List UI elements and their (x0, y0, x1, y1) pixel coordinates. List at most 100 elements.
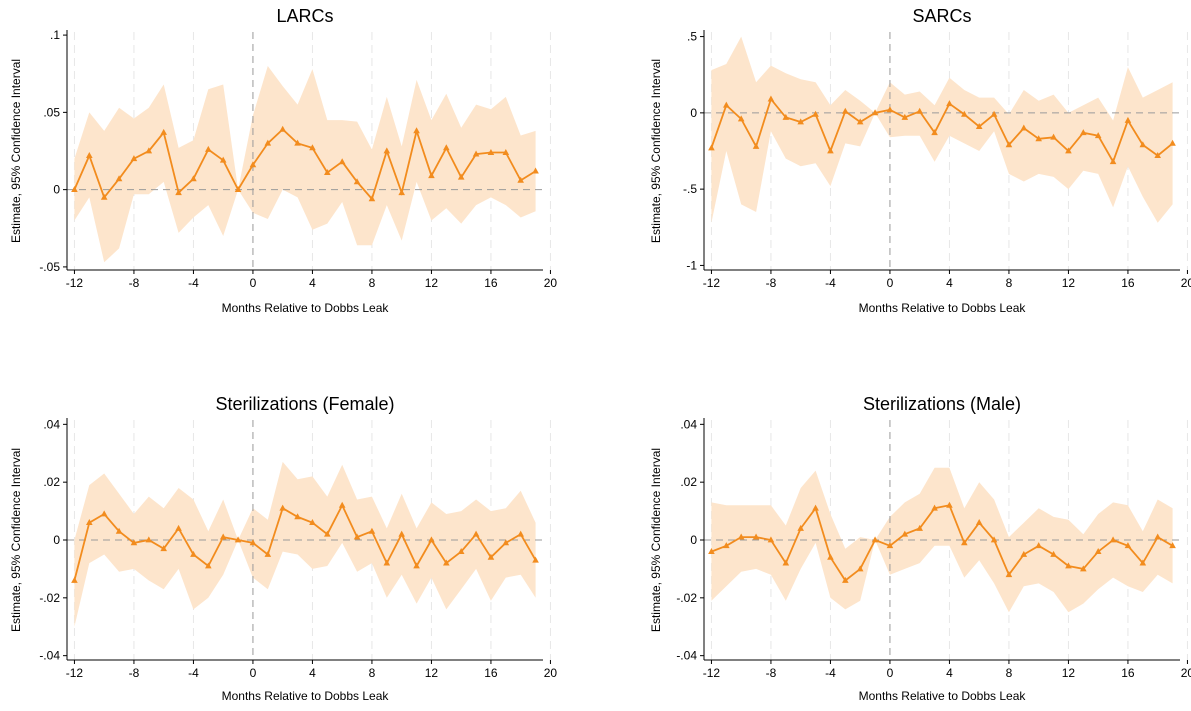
x-tick-label: -4 (188, 276, 199, 290)
data-point (517, 176, 524, 183)
data-point (1109, 536, 1117, 543)
x-tick-label: 12 (425, 666, 439, 680)
x-tick-label: -4 (825, 666, 836, 680)
y-tick-label: -1 (686, 258, 697, 272)
chart-title: SARCs (912, 6, 971, 26)
data-point (1080, 565, 1087, 572)
chart-panel-3: -12 -8 -4 0 4 8 12 16 20 -.04 -.02 0 .02 .04 Steriliza… (9, 394, 557, 703)
y-tick-label: -.5 (683, 182, 697, 196)
y-tick-label: .02 (680, 475, 697, 489)
data-point (961, 539, 968, 546)
data-point (428, 536, 435, 543)
data-point (71, 186, 78, 193)
data-point (812, 504, 819, 511)
x-tick-label: -4 (825, 276, 836, 290)
data-point (249, 539, 257, 546)
data-point (1169, 542, 1176, 549)
data-point (86, 519, 93, 526)
data-point (205, 562, 212, 569)
data-point (115, 175, 123, 182)
x-tick-label: 0 (250, 666, 257, 680)
data-point (279, 504, 286, 511)
x-axis-label: Months Relative to Dobbs Leak (222, 689, 390, 703)
data-point (413, 127, 420, 134)
data-point (1035, 542, 1042, 549)
data-point (205, 145, 212, 152)
data-point (160, 545, 167, 552)
data-point (472, 530, 480, 537)
x-tick-label: 0 (887, 666, 894, 680)
x-tick-label: 4 (309, 276, 316, 290)
y-tick-label: .02 (43, 475, 60, 489)
data-point (1169, 139, 1176, 146)
data-point (886, 542, 894, 549)
data-point (190, 175, 197, 182)
data-point (797, 118, 804, 125)
data-point (443, 559, 450, 566)
chart-title: LARCs (276, 6, 333, 26)
data-point (1020, 124, 1028, 131)
x-tick-label: 8 (369, 666, 376, 680)
data-point (324, 530, 331, 537)
data-point (737, 115, 745, 122)
data-point (502, 148, 510, 155)
data-point (708, 144, 715, 151)
data-point (827, 553, 834, 560)
y-tick-label: 0 (690, 533, 697, 547)
data-point (916, 107, 923, 114)
data-point (532, 167, 539, 174)
confidence-band (711, 467, 1173, 613)
data-point (1124, 116, 1132, 123)
x-tick-label: -8 (766, 666, 777, 680)
data-point (71, 576, 78, 583)
data-point (782, 559, 790, 566)
data-point (1109, 158, 1117, 165)
data-point (249, 161, 257, 168)
data-point (856, 118, 864, 125)
data-point (1050, 133, 1057, 140)
data-point (145, 147, 153, 154)
x-tick-label: -12 (703, 666, 721, 680)
data-point (931, 129, 938, 136)
data-point (871, 109, 879, 116)
data-point (383, 559, 391, 566)
x-tick-label: 16 (1121, 666, 1135, 680)
data-point (842, 107, 849, 114)
chart-panel-4: -12 -8 -4 0 4 8 12 16 20 -.04 -.02 0 .02 .04 Steriliza… (649, 394, 1191, 703)
data-point (975, 122, 983, 129)
data-point (946, 100, 953, 107)
x-tick-label: -8 (129, 276, 140, 290)
x-tick-label: 4 (946, 666, 953, 680)
confidence-band (74, 461, 536, 627)
data-point (1080, 129, 1087, 136)
data-point (86, 152, 93, 159)
data-point (219, 533, 227, 540)
data-point (175, 524, 182, 531)
data-point (990, 110, 998, 117)
data-point (975, 519, 983, 526)
x-tick-label: 20 (544, 666, 558, 680)
data-point (428, 172, 435, 179)
x-tick-label: 0 (887, 276, 894, 290)
data-point (782, 113, 790, 120)
y-axis-label: Estimate, 95% Confidence Interval (649, 59, 663, 243)
data-point (309, 144, 316, 151)
data-point (338, 158, 346, 165)
data-point (812, 110, 819, 117)
data-point (472, 150, 480, 157)
data-point (190, 550, 197, 557)
data-point (916, 524, 923, 531)
data-point (130, 539, 138, 546)
data-point (443, 144, 450, 151)
data-point (294, 513, 301, 520)
data-point (856, 565, 864, 572)
data-point (708, 547, 715, 554)
data-point (115, 527, 123, 534)
data-point (767, 536, 775, 543)
x-tick-label: 20 (1181, 276, 1191, 290)
estimate-line (710, 97, 1174, 164)
x-tick-label: 8 (1006, 276, 1013, 290)
data-point (1050, 550, 1057, 557)
data-point (219, 156, 227, 163)
x-tick-label: 16 (484, 276, 498, 290)
